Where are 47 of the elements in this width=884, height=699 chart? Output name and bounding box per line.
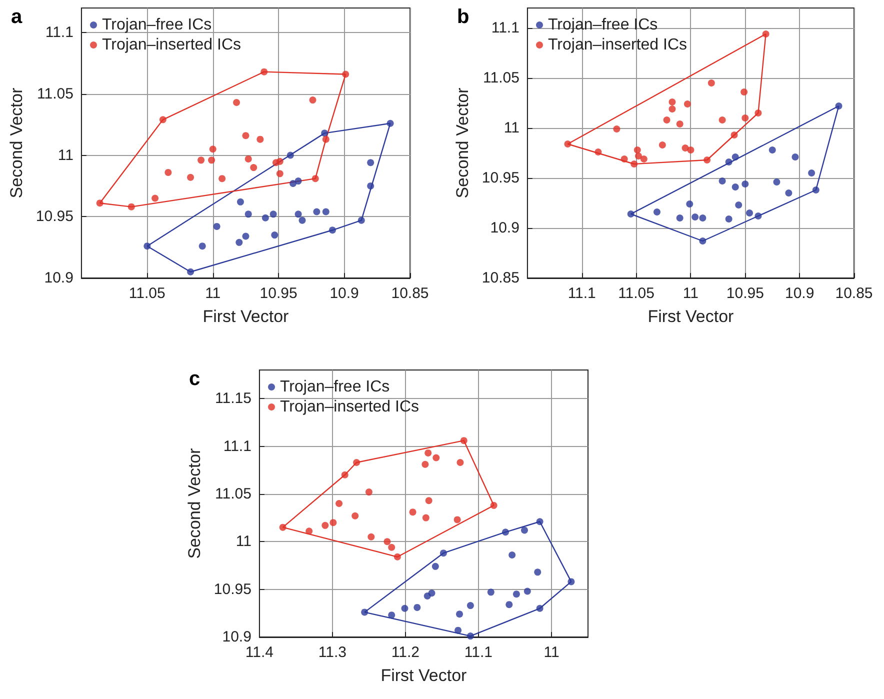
x-axis-title: First Vector xyxy=(380,666,468,685)
x-tick-label: 11.05 xyxy=(128,285,166,302)
x-tick-label: 11.1 xyxy=(568,285,596,302)
x-tick-label: 10.95 xyxy=(260,285,298,302)
x-tick-label: 11.1 xyxy=(464,644,493,661)
x-axis-title: First Vector xyxy=(648,307,734,326)
y-tick-label: 10.9 xyxy=(222,628,252,646)
x-tick-label: 11.05 xyxy=(618,285,655,302)
x-tick-label: 10.9 xyxy=(784,285,814,302)
y-tick-label: 10.95 xyxy=(214,580,252,598)
y-tick-label: 11.05 xyxy=(483,70,520,86)
legend-label: Trojan–free ICs xyxy=(280,378,390,396)
legend-label: Trojan–inserted ICs xyxy=(548,36,688,54)
y-axis-title: Second Vector xyxy=(185,448,204,559)
chart-title: a xyxy=(11,6,23,28)
y-tick-label: 11.1 xyxy=(223,438,252,455)
y-axis-title: Second Vector xyxy=(453,87,472,198)
chart-title: c xyxy=(189,368,200,390)
y-tick-label: 11 xyxy=(58,146,74,164)
x-tick-label: 11.2 xyxy=(391,644,420,661)
y-tick-label: 11.1 xyxy=(45,24,74,42)
y-tick-label: 11.05 xyxy=(215,485,252,502)
x-tick-label: 11 xyxy=(544,644,560,661)
y-tick-label: 10.95 xyxy=(36,208,74,226)
x-tick-label: 11.4 xyxy=(245,644,274,661)
x-tick-label: 11.3 xyxy=(318,644,346,661)
x-tick-label: 11 xyxy=(682,285,699,302)
legend-label: Trojan–inserted ICs xyxy=(102,36,242,54)
x-tick-label: 10.95 xyxy=(726,285,764,302)
y-tick-label: 10.85 xyxy=(482,270,520,286)
y-axis-title: Second Vector xyxy=(7,87,26,198)
chart-title: b xyxy=(457,6,470,28)
x-tick-label: 10.85 xyxy=(391,285,429,302)
legend-label: Trojan–inserted ICs xyxy=(280,398,420,416)
y-tick-label: 11.1 xyxy=(491,20,520,36)
y-tick-label: 11.15 xyxy=(215,390,252,408)
y-tick-label: 11 xyxy=(504,120,520,136)
legend-label: Trojan–free ICs xyxy=(102,16,212,34)
y-tick-label: 10.9 xyxy=(490,220,520,236)
x-tick-label: 10.85 xyxy=(835,285,873,302)
y-tick-label: 10.95 xyxy=(482,170,520,186)
y-tick-label: 10.9 xyxy=(44,270,74,286)
legend-label: Trojan–free ICs xyxy=(548,16,658,34)
y-tick-label: 11.05 xyxy=(37,85,74,102)
y-tick-label: 11 xyxy=(236,533,252,550)
x-axis-title: First Vector xyxy=(202,307,290,326)
x-tick-label: 10.9 xyxy=(330,285,359,302)
